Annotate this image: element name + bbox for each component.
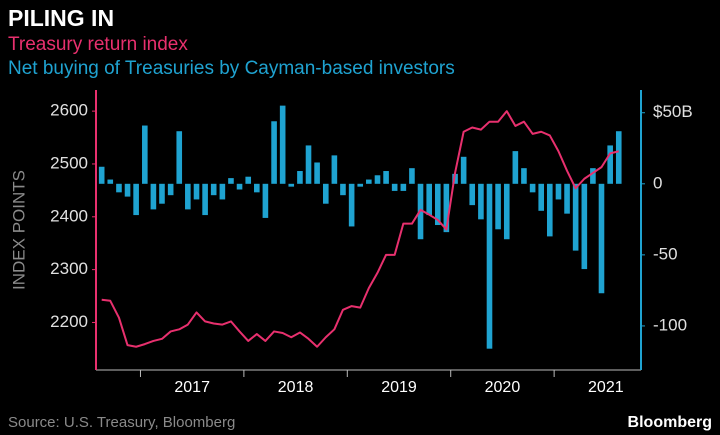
x-tick-label: 2021 xyxy=(588,379,624,396)
bar xyxy=(254,183,260,193)
bar xyxy=(133,183,139,216)
bar xyxy=(167,183,174,196)
bar xyxy=(142,125,148,184)
bar xyxy=(564,183,570,214)
bar xyxy=(521,168,527,184)
bar xyxy=(331,155,338,184)
bar xyxy=(150,183,157,210)
y-tick-label: 2600 xyxy=(50,101,88,120)
bar xyxy=(322,183,329,204)
bar xyxy=(357,183,364,187)
bar xyxy=(185,183,191,210)
bar xyxy=(374,175,381,184)
y2-tick-label: -50 xyxy=(653,244,678,263)
bar xyxy=(426,183,433,216)
source: Source: U.S. Treasury, Bloomberg xyxy=(8,414,235,431)
bar xyxy=(271,121,277,184)
bar xyxy=(202,183,208,216)
bar xyxy=(98,166,105,184)
legend-bar: Net buying of Treasuries by Cayman-based… xyxy=(8,58,455,79)
bar xyxy=(607,145,613,184)
y-tick-label: 2400 xyxy=(50,206,88,225)
y2-tick-label: $50B xyxy=(653,102,693,121)
bar xyxy=(219,183,226,200)
bar xyxy=(262,183,269,218)
bar xyxy=(443,183,450,233)
bar xyxy=(581,183,588,270)
x-tick-label: 2018 xyxy=(278,379,314,396)
bar xyxy=(434,183,441,226)
bar xyxy=(124,183,131,197)
bar xyxy=(409,168,415,184)
bar xyxy=(460,156,467,184)
bar xyxy=(340,183,346,196)
bar xyxy=(478,183,484,220)
line xyxy=(101,110,620,348)
y2-tick-label: -100 xyxy=(653,315,687,334)
bar xyxy=(366,179,372,184)
bar xyxy=(236,183,243,190)
x-tick-label: 2017 xyxy=(174,379,210,396)
bar xyxy=(305,145,312,184)
y-axis-title: INDEX POINTS xyxy=(9,170,28,290)
bar xyxy=(297,171,303,184)
legend-line: Treasury return index xyxy=(8,34,188,55)
y-tick-label: 2300 xyxy=(50,259,88,278)
bar xyxy=(279,105,286,184)
x-tick-label: 2019 xyxy=(381,379,417,396)
bar xyxy=(314,162,320,184)
bar xyxy=(228,178,234,184)
bar xyxy=(486,183,493,349)
bar xyxy=(546,183,553,237)
bar xyxy=(555,183,562,200)
bar xyxy=(288,183,295,187)
bar xyxy=(383,171,389,184)
bar xyxy=(512,151,519,184)
chart-title: PILING IN xyxy=(8,5,114,31)
bar xyxy=(193,183,200,200)
bar xyxy=(107,179,114,184)
y-tick-label: 2500 xyxy=(50,153,88,172)
bar xyxy=(159,183,165,204)
bar xyxy=(210,183,217,196)
bar xyxy=(116,183,122,193)
bar xyxy=(400,183,407,191)
bar xyxy=(176,131,183,184)
y2-tick-label: 0 xyxy=(653,173,662,192)
bar xyxy=(598,183,605,294)
bar xyxy=(572,183,579,251)
bar xyxy=(529,183,536,193)
bar xyxy=(615,131,622,184)
bar xyxy=(495,183,501,230)
bar xyxy=(590,168,596,184)
bar xyxy=(245,176,252,184)
bar xyxy=(469,183,476,206)
bar xyxy=(348,183,355,227)
bar xyxy=(538,183,545,211)
bar xyxy=(391,183,398,191)
x-tick-label: 2020 xyxy=(485,379,521,396)
y-tick-label: 2200 xyxy=(50,312,88,331)
brand: Bloomberg xyxy=(628,414,712,431)
bar xyxy=(503,183,510,240)
